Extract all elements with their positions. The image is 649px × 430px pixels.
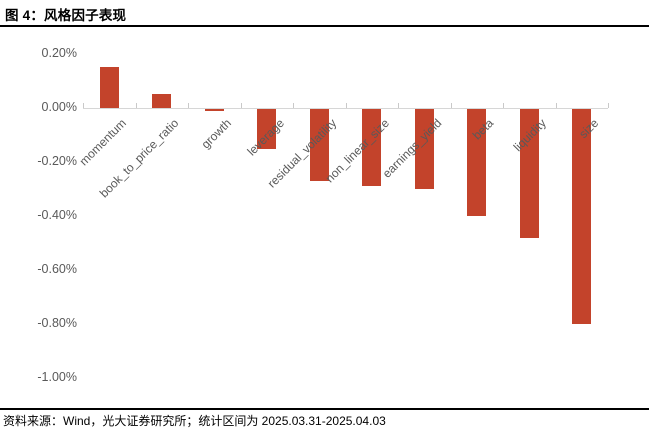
- y-axis-tick-label: -0.60%: [37, 262, 77, 276]
- x-axis-line: [83, 107, 608, 109]
- x-axis-tick: [240, 102, 242, 108]
- y-axis-tick-label: -0.80%: [37, 316, 77, 330]
- bar-residual_volatility: [309, 108, 329, 181]
- bar-book_to_price_ratio: [152, 94, 172, 108]
- bar-leverage: [257, 108, 277, 149]
- bar-non_linear_size: [362, 108, 382, 187]
- x-axis-tick: [188, 102, 189, 108]
- bar-earnings_yield: [414, 108, 434, 189]
- bar-liquidity: [519, 108, 539, 238]
- x-axis-tick: [83, 102, 84, 108]
- category-label-momentum: momentum: [76, 116, 130, 169]
- x-axis-tick: [293, 102, 294, 108]
- y-axis-tick-label: -0.40%: [37, 208, 77, 222]
- y-axis-tick-label: 0.00%: [41, 100, 77, 114]
- bar-beta: [467, 108, 487, 216]
- figure-title: 图 4：风格因子表现: [5, 8, 127, 23]
- x-axis-tick: [345, 102, 347, 108]
- y-axis-tick-label: 0.20%: [41, 46, 77, 60]
- x-axis-tick: [398, 102, 399, 108]
- category-label-growth: growth: [198, 116, 235, 152]
- source-note: 资料来源：Wind，光大证券研究所；统计区间为 2025.03.31-2025.…: [3, 414, 386, 428]
- x-axis-tick: [450, 102, 452, 108]
- bar-growth: [204, 108, 224, 111]
- title-divider: [0, 25, 649, 27]
- x-axis-tick: [555, 102, 557, 108]
- bar-momentum: [99, 67, 119, 108]
- footer-divider: [0, 408, 649, 410]
- y-axis-tick-label: -0.20%: [37, 154, 77, 168]
- x-axis-tick: [135, 102, 137, 108]
- x-axis-tick: [503, 102, 504, 108]
- bar-size: [572, 108, 592, 324]
- x-axis-tick: [608, 102, 609, 108]
- y-axis-tick-label: -1.00%: [37, 370, 77, 384]
